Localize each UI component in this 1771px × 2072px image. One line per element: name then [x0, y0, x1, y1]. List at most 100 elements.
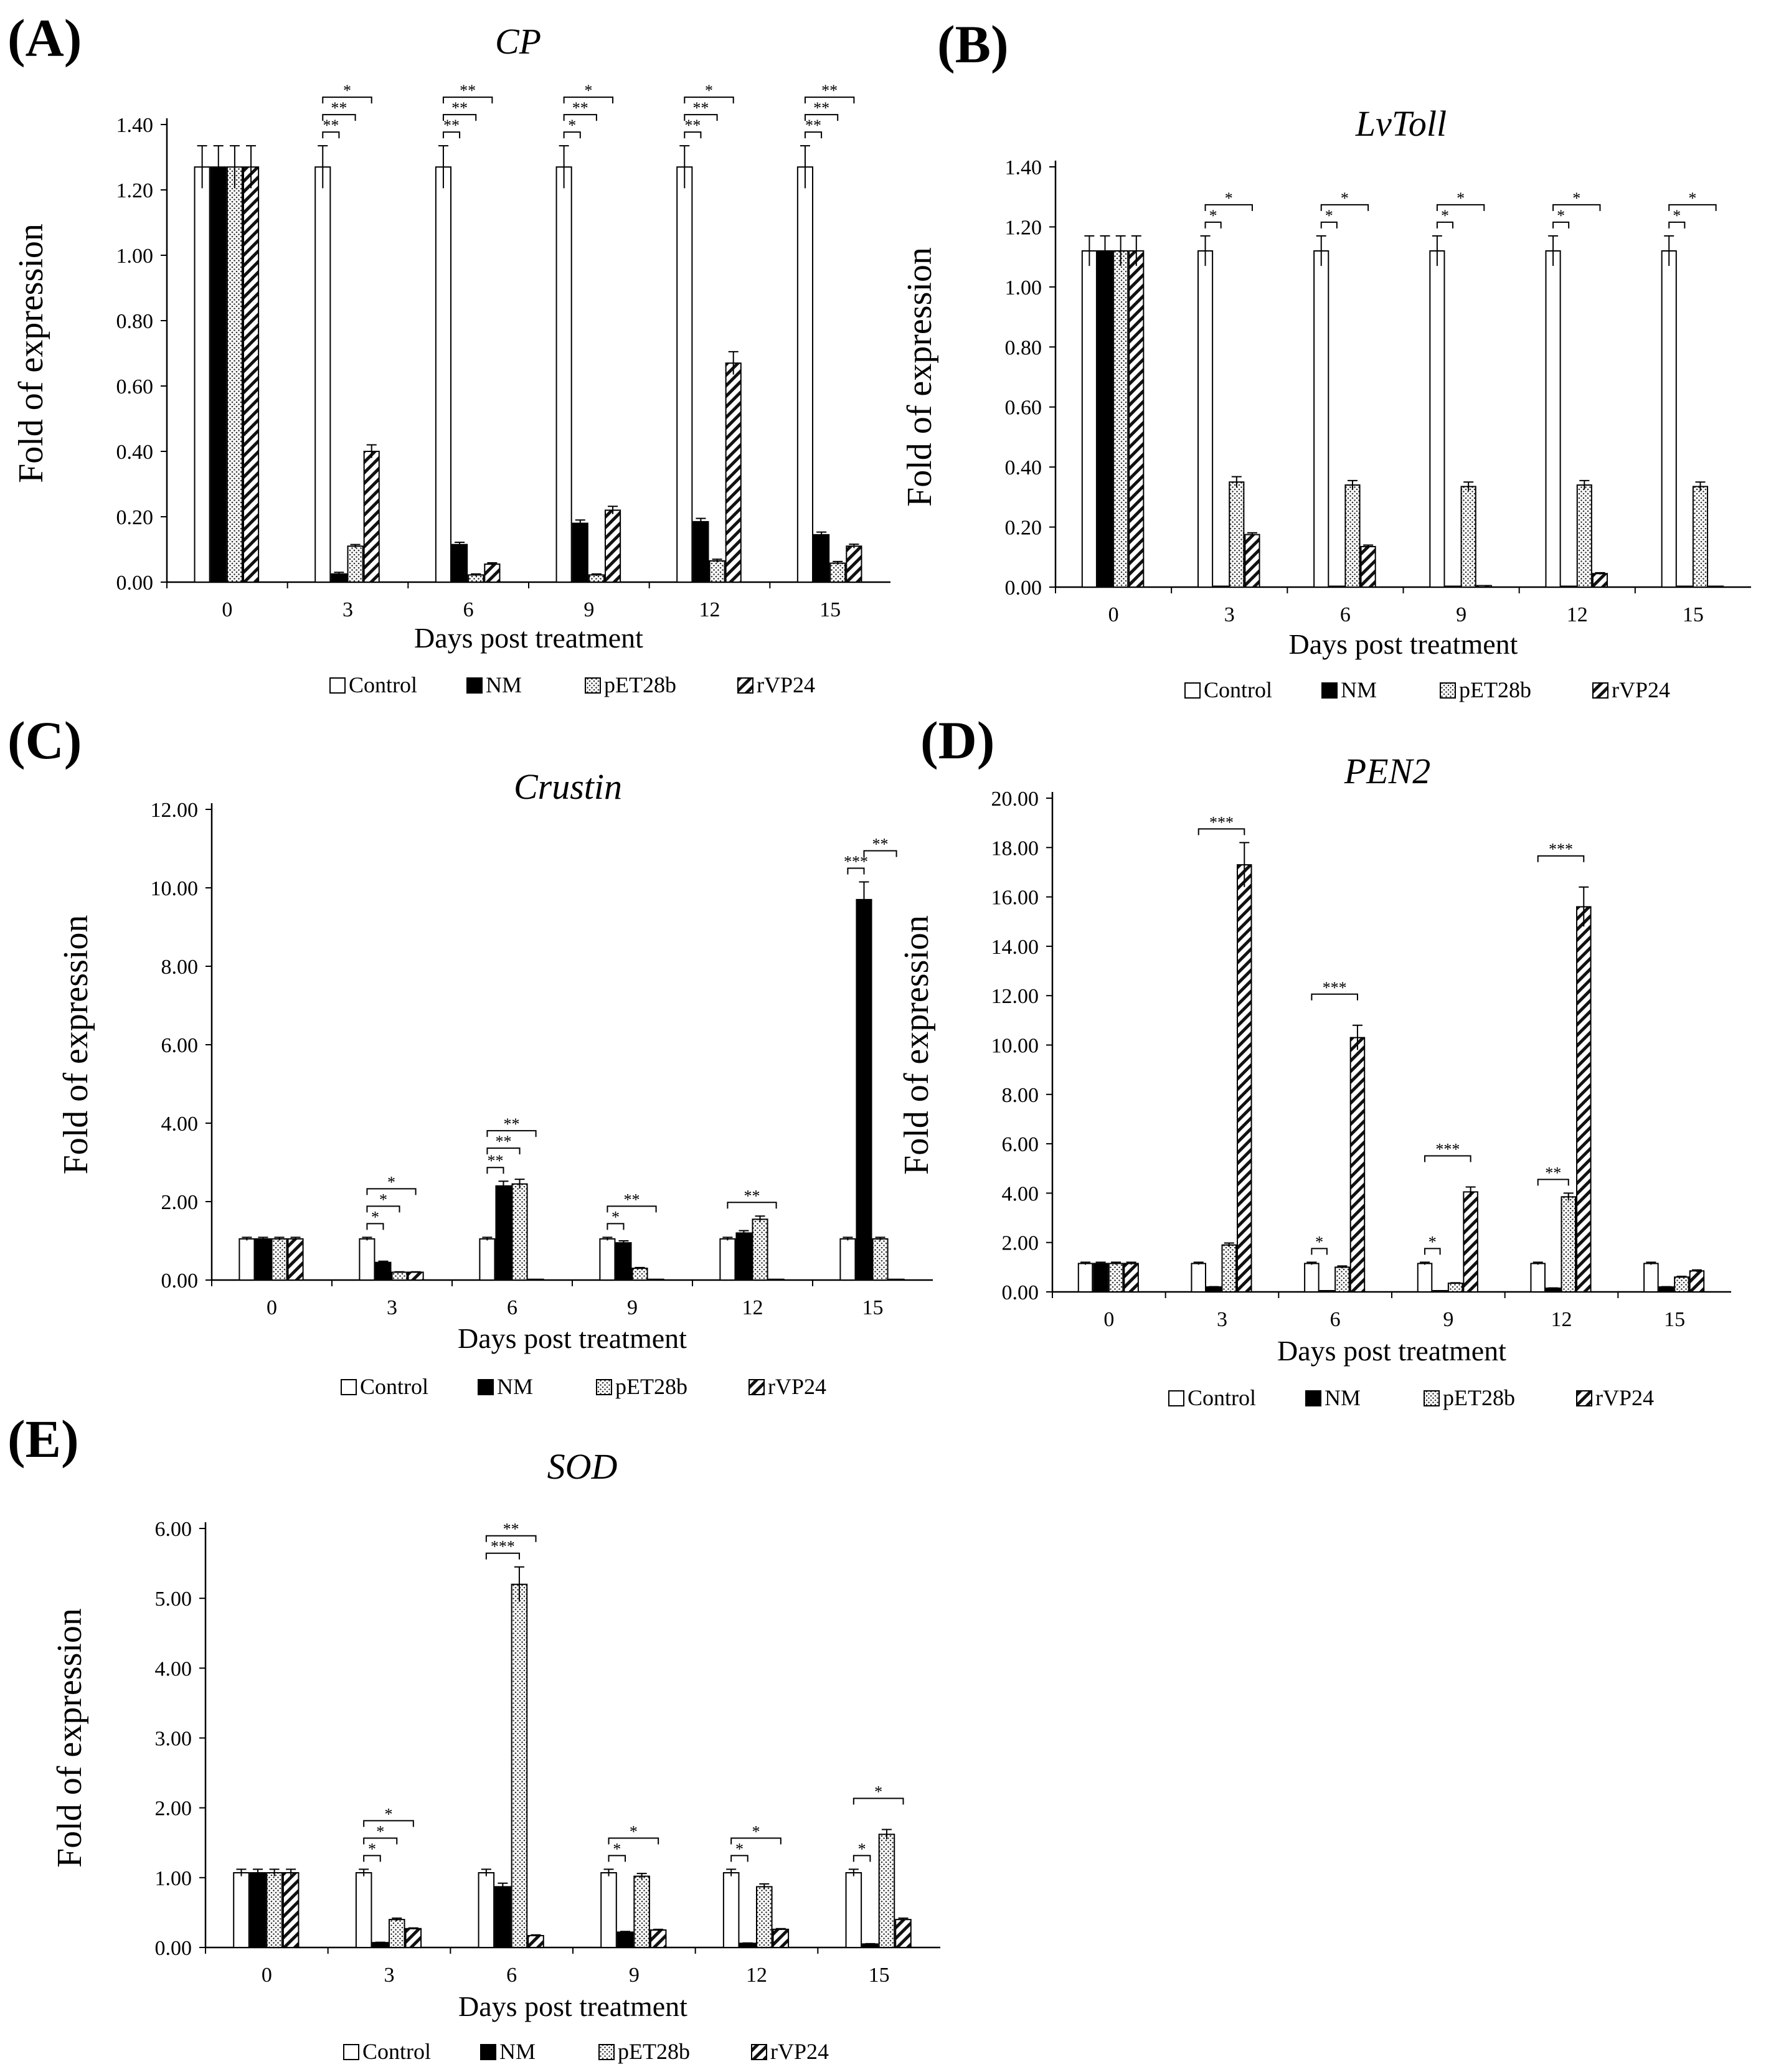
y-tick-label: 10.00	[151, 877, 199, 900]
legend-label-nm: NM	[497, 1374, 533, 1399]
legend-swatch-nm	[1321, 682, 1338, 699]
legend-label-pet28b: pET28b	[1443, 1385, 1515, 1410]
legend-swatch-pet28b	[585, 677, 601, 694]
y-tick-label: 3.00	[155, 1728, 192, 1751]
bar-control-day-9	[1417, 1263, 1433, 1293]
bar-nm-day-12	[735, 1232, 752, 1281]
significance-bracket	[608, 1837, 659, 1845]
significance-label: *	[387, 1173, 395, 1191]
bar-nm-day-3	[1206, 1286, 1222, 1293]
bar-pet28b-day-6	[1344, 484, 1361, 588]
bar-control-day-3	[1197, 250, 1214, 588]
significance-label: *	[1673, 207, 1681, 225]
bar-rvp24-day-9	[1463, 1191, 1478, 1293]
x-tick-label: 6	[1330, 1308, 1341, 1331]
bar-pet28b-day-12	[1561, 1196, 1577, 1293]
legend-label-rvp24: rVP24	[1595, 1385, 1654, 1410]
bar-rvp24-day-6	[484, 563, 501, 583]
significance-label: *	[1457, 189, 1465, 207]
bar-control-day-15	[845, 1872, 862, 1949]
x-tick-label: 6	[506, 1964, 517, 1987]
y-axis-label: Fold of expression	[50, 1608, 89, 1868]
x-tick-label: 12	[742, 1296, 763, 1319]
significance-label: **	[692, 99, 709, 117]
bar-control-day-3	[1191, 1263, 1206, 1293]
bar-nm-day-0	[255, 1238, 272, 1281]
x-tick-label: 15	[869, 1964, 890, 1987]
legend-swatch-control	[1168, 1390, 1184, 1406]
bar-nm-day-12	[1561, 585, 1577, 588]
legend-swatch-pet28b	[1424, 1390, 1440, 1406]
y-tick-label: 1.40	[1005, 156, 1042, 179]
bar-nm-day-3	[375, 1261, 392, 1281]
y-tick-label: 20.00	[991, 788, 1039, 811]
significance-label: *	[858, 1840, 866, 1858]
bar-nm-day-15	[1658, 1286, 1674, 1293]
bar-rvp24-day-15	[888, 1278, 905, 1281]
bar-nm-day-6	[1329, 585, 1345, 588]
significance-bracket	[563, 97, 614, 104]
y-tick-label: 4.00	[155, 1657, 192, 1680]
significance-bracket	[322, 114, 356, 121]
bar-control-day-15	[796, 166, 814, 583]
y-tick-label: 0.60	[1005, 397, 1042, 420]
significance-label: **	[813, 99, 829, 117]
bar-pet28b-day-3	[391, 1271, 408, 1281]
bar-nm-day-0	[1097, 250, 1113, 588]
y-tick-label: 4.00	[161, 1113, 199, 1136]
bar-control-day-0	[238, 1238, 255, 1281]
x-tick-label: 3	[384, 1964, 395, 1987]
significance-label: **	[872, 836, 889, 854]
y-tick-label: 8.00	[161, 956, 199, 979]
bar-pet28b-day-12	[1576, 484, 1592, 588]
bar-rvp24-day-12	[768, 1278, 785, 1281]
x-tick-label: 6	[463, 598, 474, 621]
legend-label-nm: NM	[1341, 677, 1377, 702]
x-tick-label: 6	[1340, 603, 1351, 626]
bar-nm-day-15	[856, 898, 872, 1281]
significance-bracket	[684, 114, 718, 121]
x-tick-label: 6	[507, 1296, 517, 1319]
bar-nm-day-9	[616, 1931, 634, 1948]
significance-bracket	[1552, 204, 1601, 211]
bar-pet28b-day-6	[468, 574, 484, 583]
x-tick-label: 15	[862, 1296, 884, 1319]
bar-rvp24-day-0	[1123, 1263, 1139, 1293]
y-tick-label: 0.20	[116, 506, 154, 529]
chart-title: CP	[495, 21, 541, 62]
bar-control-day-9	[1429, 250, 1445, 588]
significance-bracket	[322, 97, 372, 104]
bar-control-day-0	[1081, 250, 1097, 588]
bar-pet28b-day-6	[1334, 1266, 1350, 1293]
bar-rvp24-day-15	[1689, 1270, 1705, 1293]
y-tick-label: 16.00	[991, 887, 1039, 910]
legend-label-control: Control	[1204, 677, 1272, 702]
bar-control-day-12	[719, 1238, 736, 1281]
x-tick-label: 9	[627, 1296, 638, 1319]
legend-swatch-nm	[466, 677, 483, 694]
bar-control-day-0	[1077, 1263, 1093, 1293]
legend-swatch-rvp24	[749, 1379, 765, 1395]
significance-label: *	[1341, 189, 1349, 207]
bar-pet28b-day-9	[633, 1875, 650, 1949]
bar-rvp24-day-0	[242, 166, 260, 583]
bar-pet28b-day-15	[829, 562, 846, 583]
chart-title: Crustin	[514, 766, 622, 807]
bar-pet28b-day-0	[1113, 250, 1129, 588]
bar-pet28b-day-3	[389, 1919, 405, 1948]
bar-control-day-9	[555, 166, 572, 583]
significance-label: ***	[1549, 841, 1573, 859]
y-tick-label: 0.40	[116, 441, 154, 464]
bar-rvp24-day-9	[604, 509, 621, 583]
significance-label: *	[1209, 207, 1217, 225]
significance-label: *	[1572, 189, 1580, 207]
significance-bracket	[1424, 1248, 1441, 1255]
bar-rvp24-day-9	[1476, 585, 1492, 588]
bar-rvp24-day-6	[1349, 1037, 1366, 1293]
bar-rvp24-day-9	[649, 1929, 667, 1948]
bar-pet28b-day-15	[1692, 486, 1709, 588]
significance-label: **	[572, 99, 588, 117]
legend-label-control: Control	[362, 2039, 431, 2064]
significance-label: *	[584, 82, 592, 100]
bar-rvp24-day-12	[772, 1928, 790, 1949]
